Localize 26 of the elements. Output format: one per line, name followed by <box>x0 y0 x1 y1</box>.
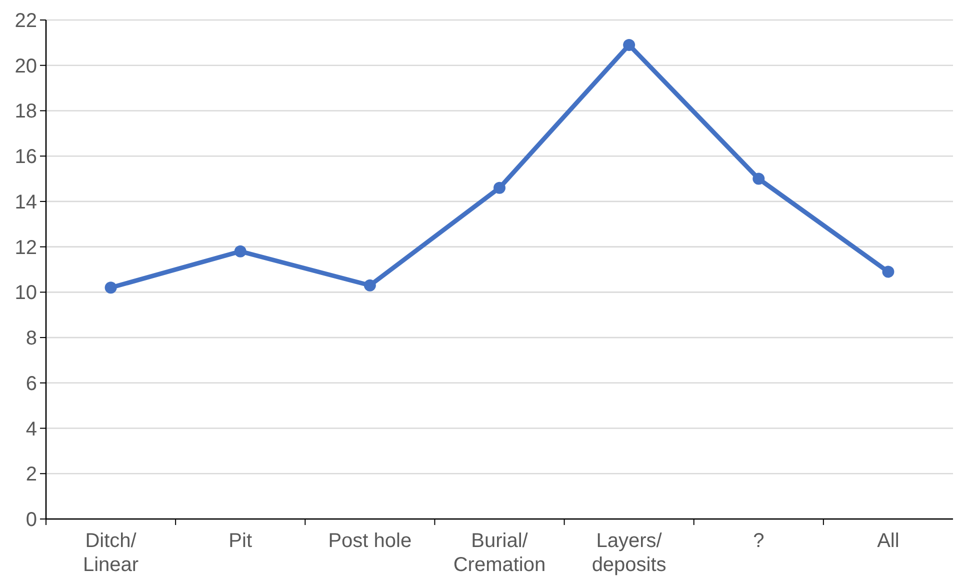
x-tick-label: Pit <box>228 530 252 552</box>
x-tick-label: Post hole <box>328 530 412 552</box>
point <box>494 182 506 194</box>
point <box>752 172 765 185</box>
x-tick-label: Burial/ Cremation <box>453 530 546 576</box>
y-tick-label: 22 <box>14 10 37 32</box>
y-tick-label: 6 <box>26 372 37 395</box>
y-tick-label: 20 <box>14 55 37 78</box>
point <box>364 279 376 292</box>
x-tick-label: Ditch/ Linear <box>82 530 139 576</box>
y-tick-label: 12 <box>14 236 37 259</box>
point <box>882 266 894 278</box>
point <box>623 38 636 51</box>
y-tick-label: 4 <box>26 418 37 440</box>
point <box>234 245 246 258</box>
y-tick-label: 16 <box>14 146 37 168</box>
y-tick-label: 2 <box>26 464 37 486</box>
y-tick-label: 0 <box>26 509 37 531</box>
y-tick-label: 18 <box>14 100 37 123</box>
y-tick-label: 14 <box>14 191 37 214</box>
y-tick-label: 8 <box>26 328 37 350</box>
point <box>104 282 117 294</box>
x-tick-label: ? <box>753 530 764 552</box>
x-tick-label: Layers/ deposits <box>592 530 666 576</box>
y-tick-label: 10 <box>14 282 37 304</box>
x-tick-label: All <box>877 530 900 552</box>
